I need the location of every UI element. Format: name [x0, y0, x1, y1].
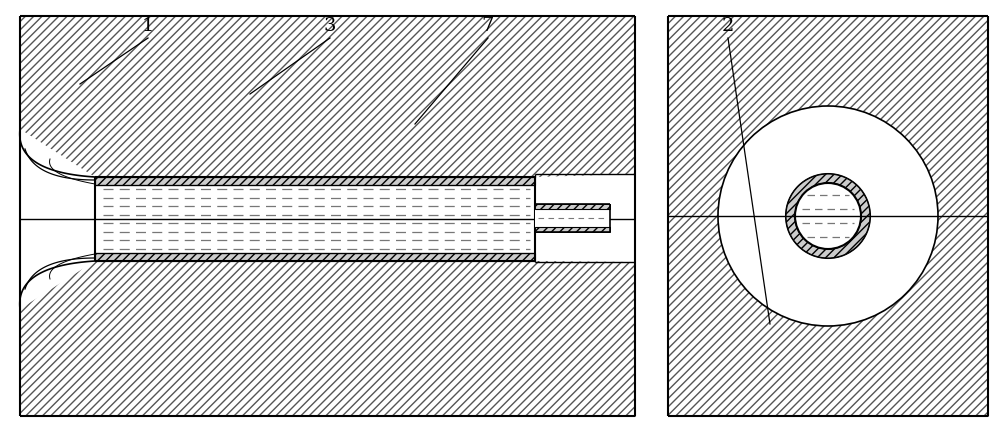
Polygon shape [535, 204, 610, 233]
Polygon shape [30, 150, 95, 289]
Text: 1: 1 [142, 17, 154, 35]
Polygon shape [95, 253, 535, 261]
Text: 2: 2 [722, 17, 734, 35]
Polygon shape [20, 17, 635, 416]
Polygon shape [535, 204, 610, 210]
Circle shape [786, 174, 870, 258]
Circle shape [795, 184, 861, 250]
Polygon shape [95, 186, 535, 253]
Polygon shape [20, 130, 535, 309]
Text: 7: 7 [482, 17, 494, 35]
Circle shape [718, 107, 938, 326]
Polygon shape [95, 178, 535, 186]
Polygon shape [668, 17, 988, 416]
Polygon shape [535, 227, 610, 233]
Text: 3: 3 [324, 17, 336, 35]
Polygon shape [535, 174, 635, 263]
